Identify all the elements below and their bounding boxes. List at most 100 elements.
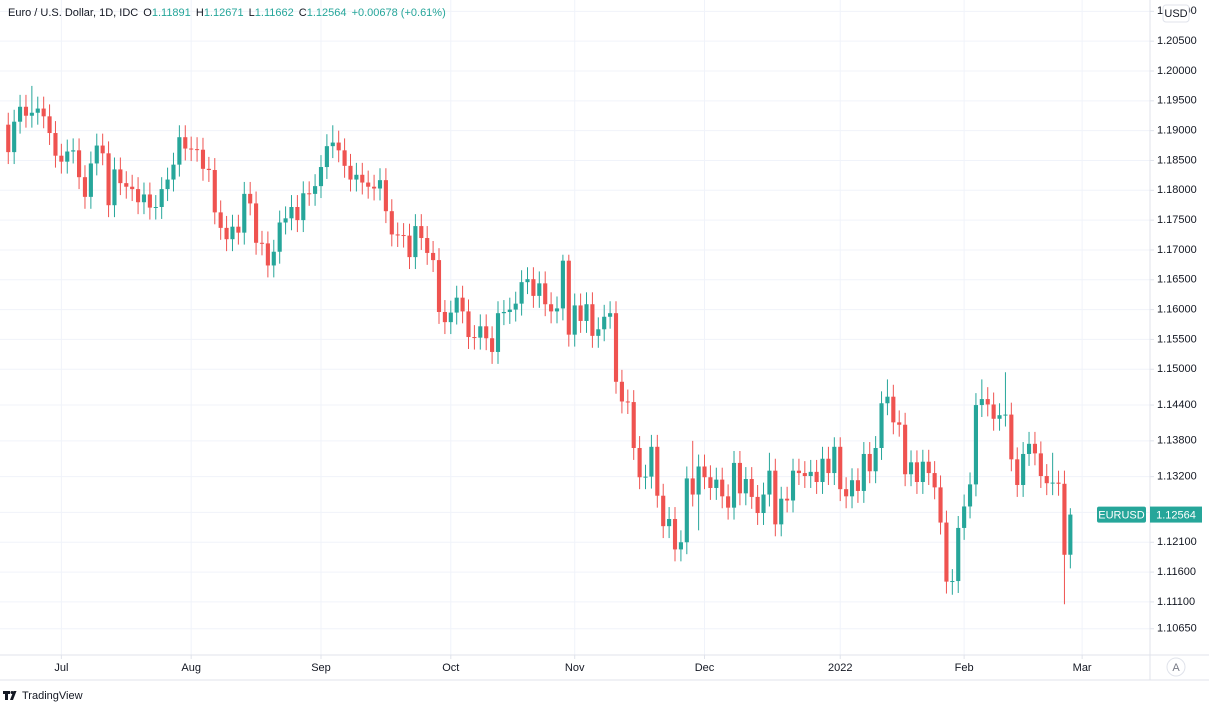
x-tick-label: 2022 <box>828 662 852 674</box>
candle-body <box>726 496 731 508</box>
candle-body <box>914 462 919 483</box>
candle-body <box>1038 453 1043 477</box>
candle-body <box>53 133 58 156</box>
y-tick-label: 1.18000 <box>1157 184 1197 196</box>
auto-scale-label[interactable]: A <box>1172 662 1180 674</box>
currency[interactable]: USD <box>1164 8 1187 20</box>
y-tick-label: 1.16500 <box>1157 274 1197 286</box>
candle-body <box>649 446 654 477</box>
candle-body <box>377 180 383 189</box>
candle-body <box>796 470 801 474</box>
candle-body <box>307 193 312 195</box>
candle-body <box>448 312 453 323</box>
candle-body <box>543 283 548 305</box>
candle-body <box>537 283 542 296</box>
candle-body <box>661 495 666 527</box>
candle-body <box>236 226 241 233</box>
change: +0.00678 (+0.61%) <box>352 7 446 19</box>
candle-body <box>696 466 701 495</box>
candle-body <box>790 470 796 501</box>
candle-body <box>224 227 229 240</box>
y-tick-label: 1.11100 <box>1157 596 1195 608</box>
candle-body <box>395 234 400 236</box>
candle-body <box>802 473 807 477</box>
brand-name[interactable]: TradingView <box>22 690 83 702</box>
high-value: 1.12671 <box>204 7 244 19</box>
candle-body <box>826 458 831 474</box>
candle-body <box>130 186 135 190</box>
candle-body <box>283 218 288 223</box>
candle-body <box>731 462 737 508</box>
y-tick-label: 1.10650 <box>1157 623 1197 635</box>
candle-body <box>195 149 200 151</box>
candle-body <box>289 206 294 219</box>
candle-body <box>41 108 46 117</box>
candle-body <box>838 446 843 490</box>
candle-body <box>490 338 495 352</box>
candle-body <box>454 297 459 313</box>
candle-body <box>690 478 695 495</box>
candle-body <box>271 251 276 266</box>
candle-body <box>77 150 82 178</box>
candle-body <box>708 477 713 488</box>
x-tick-label: Feb <box>955 662 974 674</box>
brand-logo[interactable]: TradingView <box>3 690 83 702</box>
candle-body <box>667 518 672 527</box>
legend-header: Euro / U.S. Dollar, 1D, IDC O1.11891 H1.… <box>8 7 446 19</box>
candle-body <box>519 282 524 304</box>
candle-body <box>849 480 855 497</box>
candle-body <box>65 151 70 162</box>
candle-body <box>254 203 259 243</box>
candle-body <box>702 466 707 478</box>
candle-body <box>962 506 967 528</box>
candle-body <box>336 142 341 151</box>
candle-body <box>808 471 813 477</box>
candle-body <box>71 150 76 152</box>
brand-icon-dot[interactable] <box>10 691 14 694</box>
candle-body <box>1015 459 1020 485</box>
candle-body <box>513 303 518 310</box>
candle-body <box>118 169 123 184</box>
candle-body <box>218 212 223 228</box>
candle-body <box>419 226 424 239</box>
x-tick-label: Sep <box>311 662 331 674</box>
candle-body <box>383 180 388 212</box>
candle-body <box>566 260 571 335</box>
close-label: C <box>299 7 307 19</box>
candle-body <box>171 164 176 180</box>
candle-body <box>230 226 235 240</box>
candle-body <box>903 424 908 475</box>
candle-body <box>879 403 884 449</box>
candle-body <box>773 470 778 525</box>
last-price: 1.12564 <box>1156 509 1196 521</box>
candle-body <box>1062 483 1067 555</box>
candle-body <box>967 484 973 507</box>
candle-body <box>590 304 595 336</box>
y-tick-label: 1.18500 <box>1157 154 1197 166</box>
y-tick-label: 1.19500 <box>1157 95 1197 107</box>
candle-body <box>177 137 182 165</box>
symbol-badge <box>1097 506 1146 523</box>
candle-body <box>35 108 40 113</box>
candle-body <box>124 183 129 187</box>
auto-scale-button[interactable] <box>1166 657 1186 677</box>
candle-body <box>743 479 748 494</box>
currency-badge[interactable] <box>1162 4 1190 23</box>
candle-body <box>466 311 471 338</box>
candle-body <box>631 402 636 449</box>
candle-body <box>549 304 554 312</box>
candle-body <box>596 329 601 336</box>
y-tick-label: 1.20500 <box>1157 35 1197 47</box>
candle-body <box>1068 514 1073 555</box>
candle-body <box>136 189 141 203</box>
candle-body <box>684 478 689 543</box>
candle-body <box>873 448 878 472</box>
candle-body <box>973 405 979 485</box>
candle-body <box>737 462 742 494</box>
y-tick-label: 1.15000 <box>1157 363 1197 375</box>
candle-body <box>956 527 961 582</box>
candle-body <box>637 448 642 478</box>
candle-body <box>979 399 984 406</box>
candle-body <box>885 396 890 404</box>
